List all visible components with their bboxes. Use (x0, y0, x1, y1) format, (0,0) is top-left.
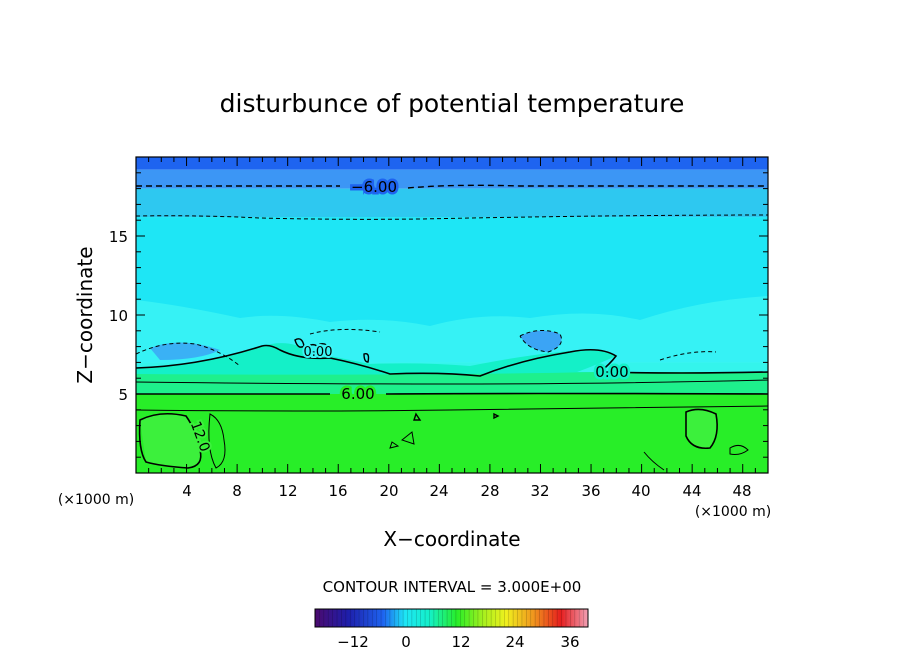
y-tick-label: 10 (109, 307, 128, 325)
x-tick-label: 12 (278, 482, 297, 500)
x-tick-label: 4 (182, 482, 192, 500)
x-tick-label: 36 (581, 482, 600, 500)
field-patch (150, 342, 220, 360)
contour-label: 6.00 (341, 385, 374, 403)
contour-interval-label: CONTOUR INTERVAL = 3.000E+00 (323, 578, 582, 596)
field-band (136, 188, 768, 218)
field-band (136, 169, 768, 189)
x-axis: 4 8 12 16 20 24 28 32 36 40 44 48 (×1000… (58, 482, 771, 551)
x-tick-label: 32 (530, 482, 549, 500)
field-patch (140, 413, 201, 468)
axis-ticks (136, 157, 768, 473)
x-tick-label: 16 (328, 482, 347, 500)
x-axis-title: X−coordinate (383, 527, 520, 551)
contour-line (294, 338, 500, 421)
contour-label: 0.00 (595, 363, 628, 381)
x-tick-label: 20 (379, 482, 398, 500)
x-unit-label: (×1000 m) (695, 504, 771, 520)
x-tick-label: 8 (232, 482, 242, 500)
contour-label: −6.00 (351, 178, 397, 196)
x-tick-label: 24 (429, 482, 448, 500)
x-tick-label: 40 (631, 482, 650, 500)
y-axis: 5 10 15 Z−coordinate (73, 228, 128, 404)
contour-labels: −6.00 0.00 0.00 6.00 12.0 (185, 176, 631, 457)
contours (136, 184, 768, 471)
colorbar-tick-label: 12 (451, 633, 470, 651)
colorbar-tick-label: 36 (560, 633, 579, 651)
x-tick-label: 28 (480, 482, 499, 500)
colorbar-gradient (315, 609, 588, 627)
contour-line (136, 344, 768, 377)
colorbar-cells (319, 609, 584, 627)
chart-title: disturbunce of potential temperature (220, 89, 685, 118)
field-band (136, 394, 768, 473)
contour-line (208, 413, 226, 469)
colorbar-tick-label: 24 (505, 633, 524, 651)
contour-line (136, 214, 768, 220)
y-axis-title: Z−coordinate (73, 246, 97, 383)
contour-line (136, 392, 768, 395)
contour-line (389, 431, 749, 471)
y-tick-label: 5 (118, 386, 128, 404)
x-unit-label: (×1000 m) (58, 492, 134, 508)
contour-line (136, 184, 768, 189)
x-tick-label: 44 (682, 482, 701, 500)
colorbar-frame (314, 608, 589, 628)
colorbar: −12 0 12 24 36 (314, 608, 589, 651)
colorbar-tick-label: −12 (337, 633, 369, 651)
contour-line (136, 379, 768, 385)
field-band (136, 157, 768, 170)
plot-area (136, 157, 768, 473)
contour-label: 0.00 (304, 345, 333, 360)
contour-line (685, 408, 718, 450)
field-patch (686, 409, 718, 449)
x-tick-label: 48 (732, 482, 751, 500)
y-tick-label: 15 (109, 228, 128, 246)
field-patch (136, 372, 768, 384)
contour-line (136, 405, 768, 412)
contour-line (138, 412, 202, 469)
colorbar-tick-label: 0 (401, 633, 411, 651)
